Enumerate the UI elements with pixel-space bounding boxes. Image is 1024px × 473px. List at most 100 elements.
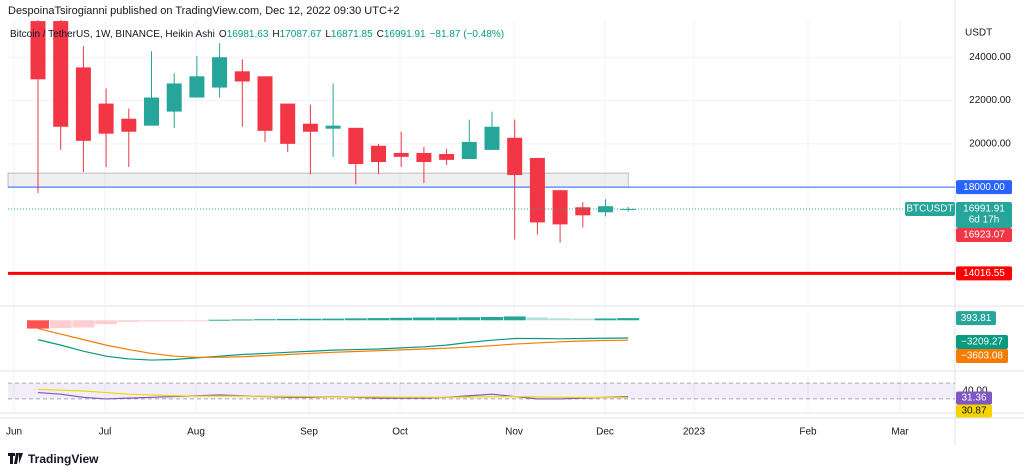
hist-label: 393.81 (961, 313, 992, 324)
candle-body (257, 76, 273, 131)
candle-body (393, 152, 409, 157)
candle-body (98, 103, 114, 134)
histogram-bar (185, 320, 208, 322)
histogram-bar (617, 318, 640, 321)
histogram-bar (344, 318, 367, 321)
x-tick-label: Aug (187, 427, 205, 438)
candle-body (166, 83, 182, 112)
histogram-bar (367, 318, 390, 321)
macd-line (37, 337, 629, 361)
h-value: 17087.67 (279, 29, 322, 40)
level-label: 14016.55 (963, 268, 1005, 279)
candle-body (416, 152, 432, 163)
level-label: 18000.00 (963, 182, 1005, 193)
x-tick-label: Feb (799, 427, 817, 438)
logo (8, 453, 23, 464)
candle-body (121, 118, 137, 132)
l-value: 16871.85 (330, 29, 373, 40)
histogram-bar (299, 318, 322, 321)
rsi-label: 30.87 (961, 406, 986, 417)
ohlc: L16871.85 (325, 29, 372, 40)
currency-label: USDT (965, 28, 992, 39)
rsi-label: 31.36 (961, 393, 986, 404)
candle-body (30, 21, 46, 80)
legend: Bitcoin / TetherUS, 1W, BINANCE, Heikin … (10, 29, 504, 40)
y-tick-label: 20000.00 (969, 138, 1011, 149)
histogram-bar (27, 320, 49, 329)
histogram-bar (117, 320, 140, 322)
c-value: 16991.91 (383, 29, 426, 40)
x-tick-label: Oct (392, 427, 408, 438)
candle-body (234, 71, 250, 82)
x-tick-label: Dec (596, 427, 614, 438)
l-label: L (325, 29, 331, 40)
histogram-bar (322, 318, 345, 321)
candle-body (325, 125, 341, 129)
rsi-band (8, 383, 955, 399)
histogram-bar (594, 318, 617, 321)
candle-body (461, 141, 477, 160)
brand: TradingView (28, 452, 99, 466)
o-value: 16981.63 (226, 29, 269, 40)
candle-body (348, 127, 364, 164)
hist-label-bg (956, 311, 996, 326)
extra-price-bg (956, 227, 1012, 242)
countdown: 6d 17h (969, 215, 1000, 226)
h-label: H (272, 29, 280, 40)
ohlc: O16981.63 (219, 29, 269, 40)
candle-body (529, 157, 545, 223)
histogram-bar (412, 317, 435, 321)
price-label: 16991.91 (963, 204, 1005, 215)
candle-body (212, 57, 228, 88)
macd-label: −3209.27 (961, 337, 1003, 348)
histogram-bar (163, 320, 186, 322)
rsi-line (37, 388, 629, 399)
histogram-bar (481, 316, 503, 321)
candle-body (575, 207, 591, 216)
symbol-label-bg (905, 201, 955, 216)
macd-label-bg (956, 349, 1008, 363)
histogram-bar (208, 319, 231, 321)
symbol-title: Bitcoin / TetherUS, 1W, BINANCE, Heikin … (10, 29, 215, 40)
candle-body (552, 190, 568, 225)
macd-label: −3603.08 (961, 351, 1003, 362)
y-tick-label: 24000.00 (969, 52, 1011, 63)
histogram-bar (503, 316, 526, 321)
histogram-bar (49, 320, 72, 329)
candle-body (302, 123, 318, 132)
histogram-bar (140, 320, 163, 322)
author-line: DespoinaTsirogianni published on Trading… (8, 5, 400, 17)
histogram-bar (390, 317, 413, 321)
macd-line (37, 327, 629, 358)
rsi-level-label: 40.00 (962, 386, 987, 397)
c-label: C (376, 29, 384, 40)
y-tick-label: 22000.00 (969, 95, 1011, 106)
level-label-bg (956, 266, 1012, 281)
histogram-bar (231, 319, 254, 321)
histogram-bar (95, 320, 118, 325)
x-tick-label: Nov (505, 427, 523, 438)
x-tick-label: Jul (99, 427, 112, 438)
change: −81.87 (−0.48%) (429, 29, 505, 40)
histogram-bar (276, 318, 299, 321)
candle-body (53, 21, 69, 127)
candle-body (484, 126, 500, 150)
x-tick-label: Jun (6, 427, 22, 438)
histogram-bar (458, 317, 481, 321)
histogram-bar (254, 319, 276, 321)
x-tick-label: Sep (300, 427, 318, 438)
ohlc: H17087.67 (272, 29, 321, 40)
ohlc: C16991.91 (377, 29, 426, 40)
histogram-bar (549, 318, 572, 321)
candle-body (620, 208, 636, 210)
rsi-label-bg (956, 404, 992, 418)
histogram-bar (526, 317, 549, 321)
x-tick-label: 2023 (683, 427, 706, 438)
price-label-bg (956, 201, 1012, 228)
rsi-label-bg (956, 391, 992, 405)
histogram-bar (571, 318, 594, 321)
histogram-bar (72, 320, 95, 328)
candle-body (439, 154, 455, 160)
